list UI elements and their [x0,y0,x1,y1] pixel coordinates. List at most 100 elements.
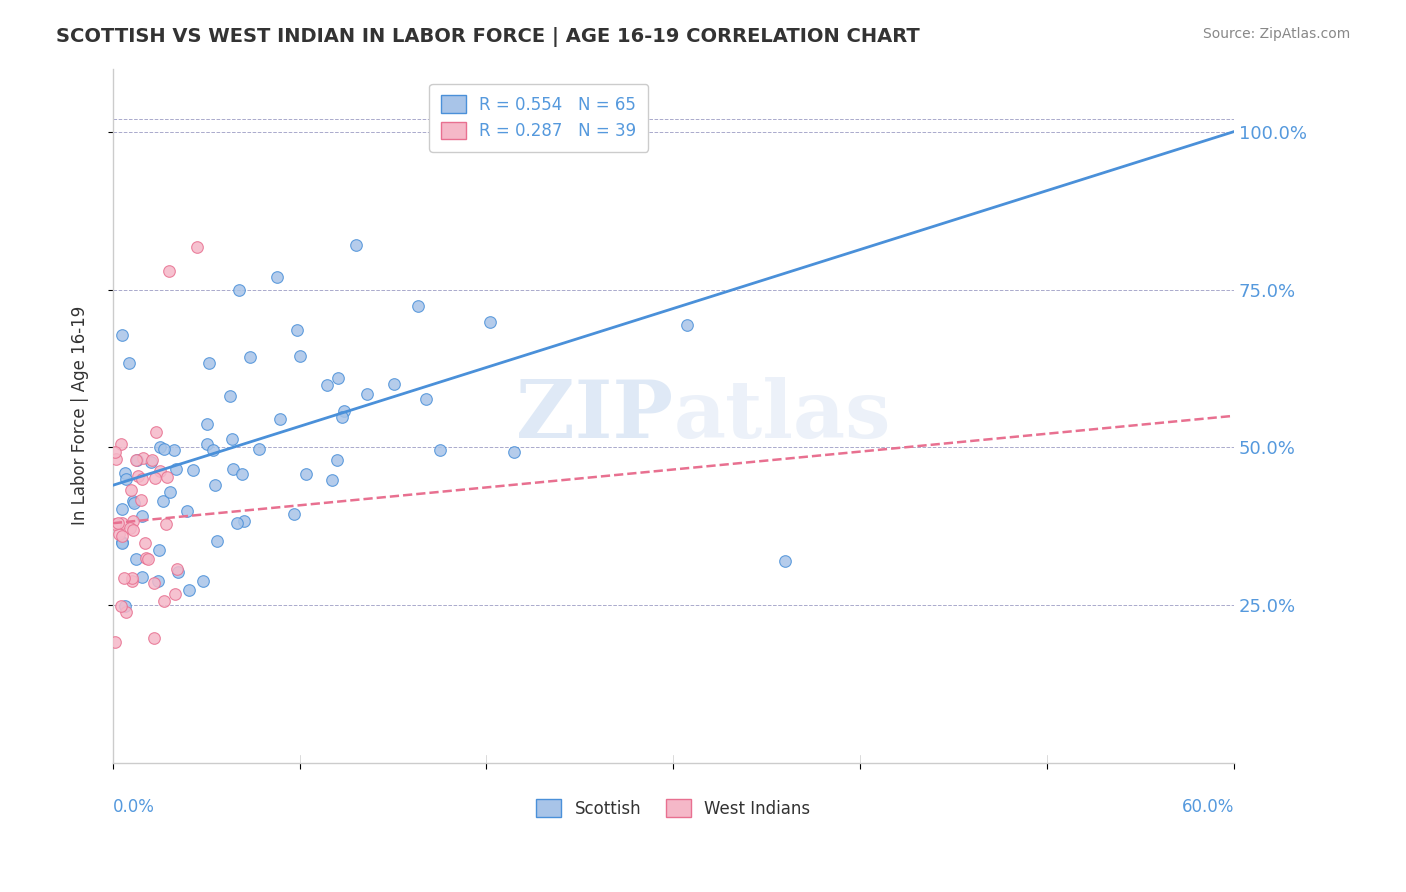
Point [111,501,134,516]
Point [479,315,502,329]
Point [159,484,181,499]
Point [294,467,316,481]
Point [166,562,188,576]
Point [114,472,136,486]
Point [127,468,149,483]
Point [233,514,256,528]
Point [157,263,180,277]
Legend: Scottish, West Indians: Scottish, West Indians [530,793,817,824]
Point [285,323,308,337]
Point [153,594,176,608]
Text: atlas: atlas [673,376,890,455]
Point [269,412,291,426]
Point [124,496,146,510]
Point [195,417,218,432]
Point [218,389,240,403]
Point [112,571,135,585]
Point [104,635,127,649]
Point [165,462,187,476]
Point [143,632,166,646]
Point [167,565,190,579]
Point [122,494,145,508]
Point [415,392,437,406]
Point [125,552,148,566]
Point [111,535,134,549]
Point [201,443,224,458]
Point [111,516,134,530]
Point [186,240,208,254]
Text: ZIP: ZIP [516,376,673,455]
Point [195,437,218,451]
Point [148,543,170,558]
Point [356,387,378,401]
Point [204,478,226,492]
Point [141,453,163,467]
Point [143,471,166,485]
Point [152,494,174,508]
Point [131,570,153,584]
Point [122,523,145,537]
Point [155,516,177,531]
Point [149,464,172,478]
Text: 60.0%: 60.0% [1181,797,1234,816]
Point [111,328,134,343]
Point [135,551,157,566]
Point [181,462,204,476]
Point [165,587,187,601]
Point [146,574,169,588]
Point [110,437,132,451]
Point [191,574,214,588]
Point [104,516,127,531]
Point [221,432,243,446]
Point [132,450,155,465]
Point [131,472,153,486]
Point [122,514,145,528]
Point [125,453,148,467]
Point [315,378,337,392]
Point [344,238,367,252]
Point [111,536,134,550]
Point [153,442,176,456]
Point [107,516,129,530]
Y-axis label: In Labor Force | Age 16-19: In Labor Force | Age 16-19 [72,306,89,525]
Point [121,571,143,585]
Point [249,442,271,456]
Point [330,410,353,425]
Point [131,508,153,523]
Point [149,440,172,454]
Point [177,582,200,597]
Point [163,442,186,457]
Point [120,483,142,498]
Point [139,455,162,469]
Point [288,349,311,363]
Point [125,453,148,467]
Point [406,299,429,313]
Point [228,283,250,297]
Point [384,376,406,391]
Text: Source: ZipAtlas.com: Source: ZipAtlas.com [1202,27,1350,41]
Point [198,356,221,370]
Point [121,574,143,589]
Text: 0.0%: 0.0% [112,797,155,816]
Point [114,599,136,613]
Point [118,356,141,370]
Point [115,605,138,619]
Point [239,351,262,365]
Point [110,599,132,614]
Point [676,318,699,332]
Point [156,469,179,483]
Point [104,445,127,459]
Point [266,270,288,285]
Point [231,467,253,481]
Point [225,516,247,530]
Point [429,443,451,458]
Point [108,526,131,541]
Point [105,452,128,467]
Point [145,425,167,439]
Point [111,529,134,543]
Point [283,508,305,522]
Point [120,521,142,535]
Point [129,493,152,508]
Point [205,534,228,549]
Text: SCOTTISH VS WEST INDIAN IN LABOR FORCE | AGE 16-19 CORRELATION CHART: SCOTTISH VS WEST INDIAN IN LABOR FORCE |… [56,27,920,46]
